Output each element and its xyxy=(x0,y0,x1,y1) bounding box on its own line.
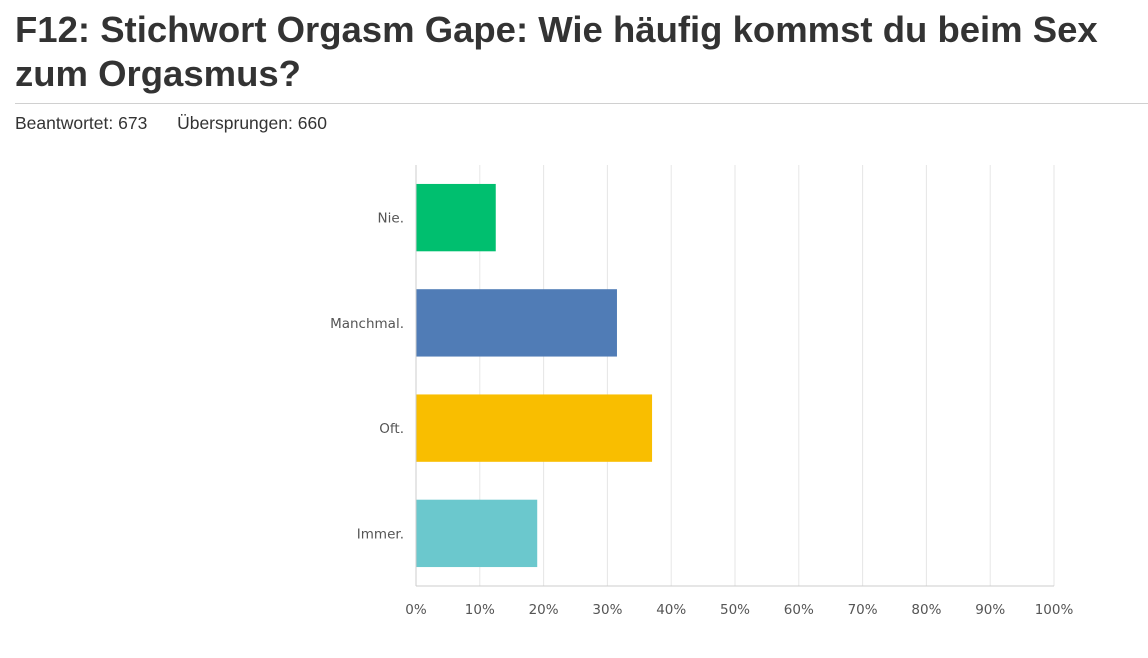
response-summary: Beantwortet: 673 Übersprungen: 660 xyxy=(15,113,327,133)
x-tick-label: 20% xyxy=(529,602,559,618)
skipped-count: 660 xyxy=(297,113,327,133)
x-tick-label: 60% xyxy=(784,602,814,618)
bar xyxy=(416,183,496,252)
category-label: Immer. xyxy=(357,526,404,542)
category-label: Manchmal. xyxy=(330,316,404,332)
x-tick-label: 100% xyxy=(1035,602,1074,618)
x-tick-label: 10% xyxy=(465,602,495,618)
x-tick-label: 80% xyxy=(911,602,941,618)
bar xyxy=(416,394,653,462)
x-tick-label: 50% xyxy=(720,602,750,618)
category-label: Oft. xyxy=(379,421,404,437)
x-tick-label: 30% xyxy=(592,602,622,618)
bar xyxy=(416,499,538,568)
title-divider xyxy=(15,103,1148,104)
question-title: F12: Stichwort Orgasm Gape: Wie häufig k… xyxy=(15,9,1098,94)
answered-count: 673 xyxy=(118,113,148,133)
answered-label: Beantwortet: xyxy=(15,113,114,133)
x-tick-label: 0% xyxy=(405,602,427,618)
category-label: Nie. xyxy=(378,211,404,227)
x-tick-label: 90% xyxy=(975,602,1005,618)
x-tick-label: 40% xyxy=(656,602,686,618)
skipped-label: Übersprungen: xyxy=(177,113,293,133)
x-tick-label: 70% xyxy=(848,602,878,618)
bar xyxy=(416,289,617,357)
